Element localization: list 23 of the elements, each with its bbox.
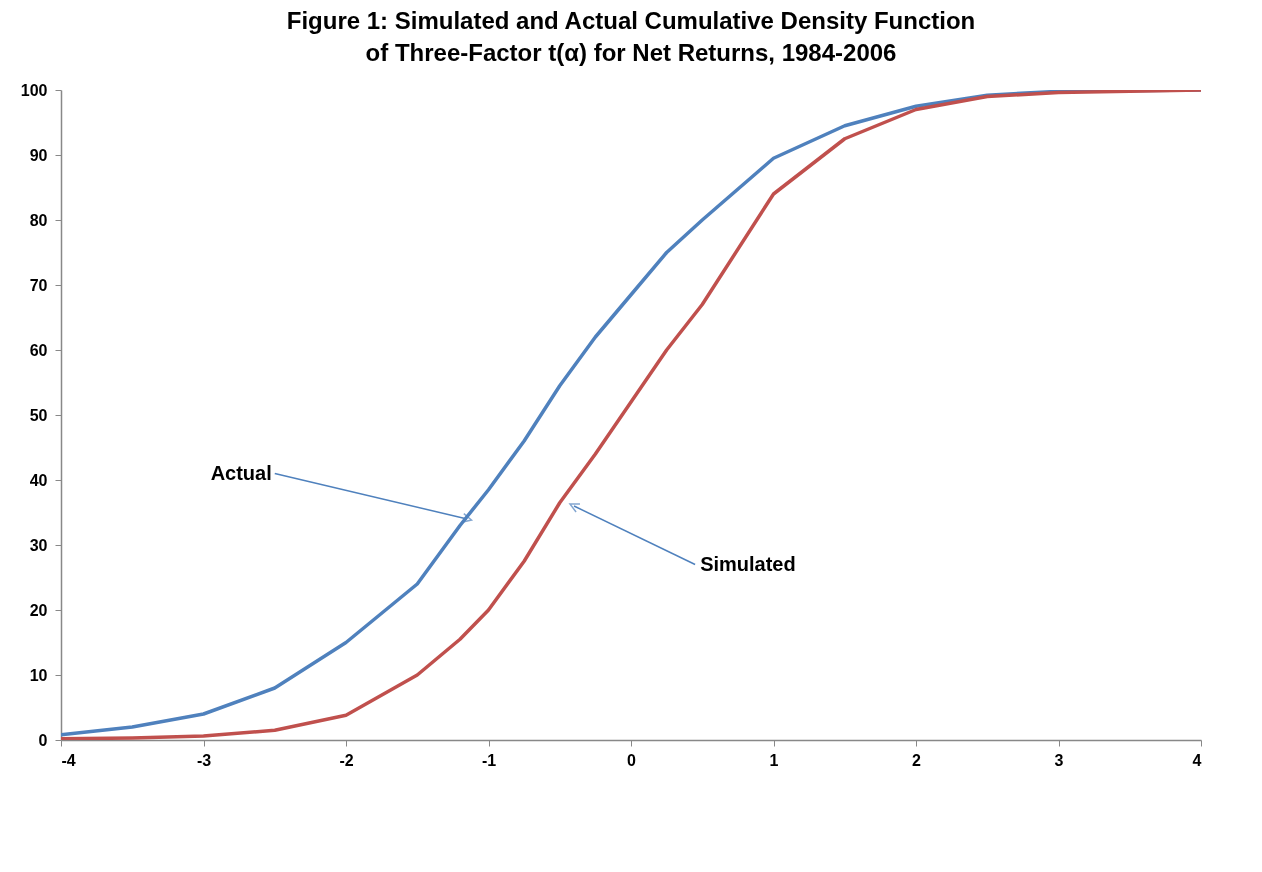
x-tick-label: -3 <box>196 751 212 769</box>
x-tick-label: -2 <box>339 751 354 769</box>
x-tick-label: 0 <box>627 751 637 769</box>
y-tick-label: 20 <box>29 601 48 619</box>
x-tick-label: -4 <box>61 751 76 769</box>
y-tick-label: 80 <box>29 211 48 229</box>
annotation: Actual <box>210 461 272 484</box>
y-tick-label: 50 <box>29 406 48 424</box>
y-tick-label: 10 <box>29 666 48 684</box>
annotation: Simulated <box>700 552 796 575</box>
x-tick-label: 3 <box>1054 751 1064 769</box>
y-tick-label: 70 <box>29 276 48 294</box>
y-tick-label: 30 <box>29 536 48 554</box>
y-tick-label: 100 <box>20 81 48 99</box>
y-tick-label: 60 <box>29 341 48 359</box>
y-tick-label: 0 <box>38 731 48 749</box>
y-tick-label: 90 <box>29 146 48 164</box>
x-tick-label: 2 <box>912 751 922 769</box>
x-tick-label: 4 <box>1192 751 1202 769</box>
chart-title: Figure 1: Simulated and Actual Cumulative Density Function of Three-Factor t(α) for Net Returns, 1984-2006 <box>286 7 976 66</box>
y-tick-label: 40 <box>29 471 48 489</box>
x-tick-label: -1 <box>481 751 497 769</box>
x-tick-label: 1 <box>769 751 779 769</box>
